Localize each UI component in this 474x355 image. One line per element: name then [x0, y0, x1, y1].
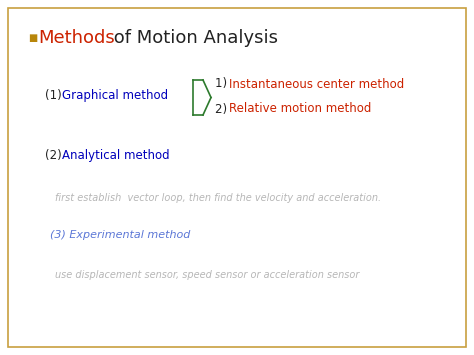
Text: 2): 2): [215, 103, 231, 115]
Text: Methods: Methods: [38, 29, 115, 47]
Text: 1): 1): [215, 77, 231, 91]
Text: Relative motion method: Relative motion method: [229, 103, 371, 115]
Text: ■: ■: [28, 33, 37, 43]
Text: Analytical method: Analytical method: [62, 148, 170, 162]
Text: use displacement sensor, speed sensor or acceleration sensor: use displacement sensor, speed sensor or…: [55, 270, 359, 280]
Text: first establish  vector loop, then find the velocity and acceleration.: first establish vector loop, then find t…: [55, 193, 381, 203]
Text: (3) Experimental method: (3) Experimental method: [50, 230, 191, 240]
Text: of Motion Analysis: of Motion Analysis: [108, 29, 278, 47]
Text: (2): (2): [45, 148, 65, 162]
Text: Graphical method: Graphical method: [62, 88, 168, 102]
Text: Instantaneous center method: Instantaneous center method: [229, 77, 404, 91]
Text: (1): (1): [45, 88, 65, 102]
